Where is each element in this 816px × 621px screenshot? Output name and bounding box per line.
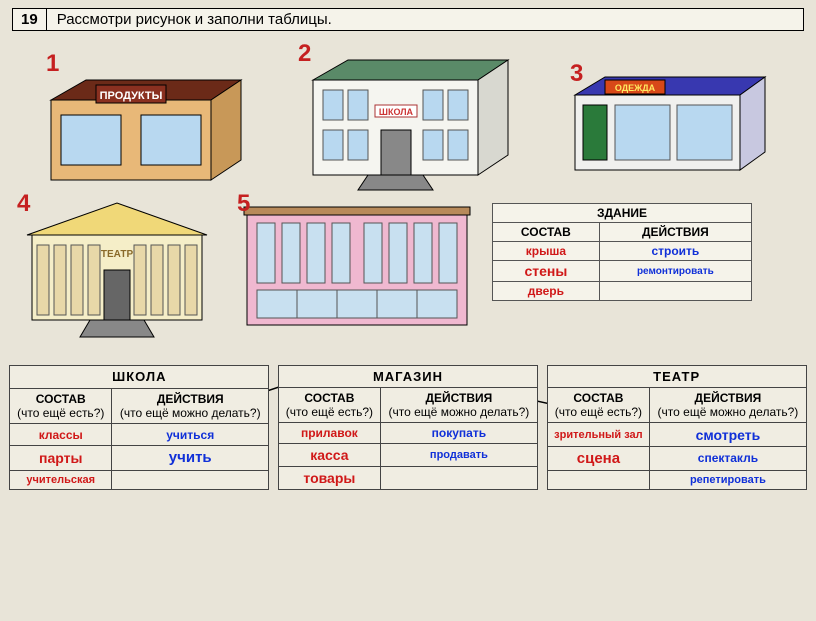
task-header: 19 Рассмотри рисунок и заполни таблицы. <box>12 8 804 31</box>
cell: стены <box>493 261 600 282</box>
buildings-row-2: 4 ТЕАТР 5 <box>0 195 816 355</box>
buildings-row-1: 1 ПРОДУКТЫ 2 ШКОЛА <box>0 35 816 195</box>
cell: строить <box>599 242 751 261</box>
building-table-title: ЗДАНИЕ <box>493 204 752 223</box>
col-header: СОСТАВ(что ещё есть?) <box>278 388 380 423</box>
tables-row: ШКОЛА СОСТАВ(что ещё есть?) ДЕЙСТВИЯ(что… <box>0 355 816 500</box>
cell <box>380 467 537 490</box>
building-4-number: 4 <box>17 190 30 218</box>
cell: репетировать <box>650 470 806 489</box>
cell: спектакль <box>650 446 806 470</box>
svg-text:ШКОЛА: ШКОЛА <box>379 107 414 117</box>
theater-table: ТЕАТР СОСТАВ(что ещё есть?) ДЕЙСТВИЯ(что… <box>547 365 807 490</box>
clothes-shop-icon: ОДЕЖДА <box>565 65 775 195</box>
store-icon: ПРОДУКТЫ <box>41 55 251 195</box>
cell: продавать <box>380 444 537 467</box>
cell: парты <box>10 445 112 470</box>
col-header: ДЕЙСТВИЯ(что ещё можно делать?) <box>380 388 537 423</box>
theater-title: ТЕАТР <box>547 366 806 388</box>
cell: товары <box>278 467 380 490</box>
cell: учиться <box>112 424 269 446</box>
svg-text:ТЕАТР: ТЕАТР <box>101 249 134 260</box>
cell: учительская <box>10 470 112 490</box>
cell <box>599 282 751 301</box>
svg-text:ПРОДУКТЫ: ПРОДУКТЫ <box>100 90 163 102</box>
cell: прилавок <box>278 423 380 444</box>
building-1: 1 ПРОДУКТЫ <box>41 55 251 195</box>
building-3: 3 ОДЕЖДА <box>565 65 775 195</box>
building-5-number: 5 <box>237 190 250 218</box>
building-2-number: 2 <box>298 40 311 68</box>
building-table-col1: СОСТАВ <box>493 223 600 242</box>
cell: крыша <box>493 242 600 261</box>
col-header: СОСТАВ(что ещё есть?) <box>547 388 650 423</box>
theater-icon: ТЕАТР <box>12 195 222 345</box>
cell: касса <box>278 444 380 467</box>
cell: сцена <box>547 446 650 470</box>
building-table: ЗДАНИЕ СОСТАВ ДЕЙСТВИЯ крыша строить сте… <box>492 203 752 301</box>
cell: дверь <box>493 282 600 301</box>
shop-table: МАГАЗИН СОСТАВ(что ещё есть?) ДЕЙСТВИЯ(ч… <box>278 365 538 490</box>
building-5: 5 <box>232 195 482 345</box>
task-text: Рассмотри рисунок и заполни таблицы. <box>47 8 804 31</box>
cell: классы <box>10 424 112 446</box>
cell: покупать <box>380 423 537 444</box>
building-4: 4 ТЕАТР <box>12 195 222 345</box>
building-1-number: 1 <box>46 50 59 78</box>
school-title: ШКОЛА <box>10 366 269 389</box>
building-2: 2 ШКОЛА <box>293 45 523 195</box>
task-number: 19 <box>12 8 47 31</box>
col-header: СОСТАВ(что ещё есть?) <box>10 388 112 424</box>
col-header: ДЕЙСТВИЯ(что ещё можно делать?) <box>650 388 806 423</box>
cell: зрительный зал <box>547 423 650 446</box>
shop-title: МАГАЗИН <box>278 366 537 388</box>
apartment-icon <box>232 195 482 345</box>
cell: смотреть <box>650 423 806 446</box>
svg-text:ОДЕЖДА: ОДЕЖДА <box>615 83 656 93</box>
school-icon: ШКОЛА <box>293 45 523 195</box>
cell <box>112 470 269 490</box>
cell <box>547 470 650 489</box>
cell: учить <box>112 445 269 470</box>
cell: ремонтировать <box>599 261 751 282</box>
building-table-col2: ДЕЙСТВИЯ <box>599 223 751 242</box>
school-table: ШКОЛА СОСТАВ(что ещё есть?) ДЕЙСТВИЯ(что… <box>9 365 269 490</box>
col-header: ДЕЙСТВИЯ(что ещё можно делать?) <box>112 388 269 424</box>
building-3-number: 3 <box>570 60 583 88</box>
